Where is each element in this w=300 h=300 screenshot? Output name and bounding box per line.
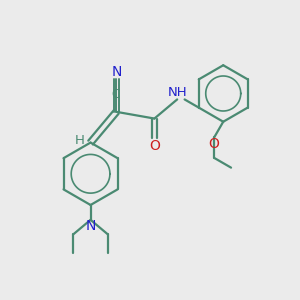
Text: C: C (112, 88, 120, 101)
Text: O: O (149, 139, 160, 153)
Text: N: N (85, 219, 96, 233)
Text: H: H (74, 134, 84, 147)
Text: O: O (208, 137, 219, 151)
Text: N: N (111, 65, 122, 79)
Text: NH: NH (168, 85, 188, 98)
